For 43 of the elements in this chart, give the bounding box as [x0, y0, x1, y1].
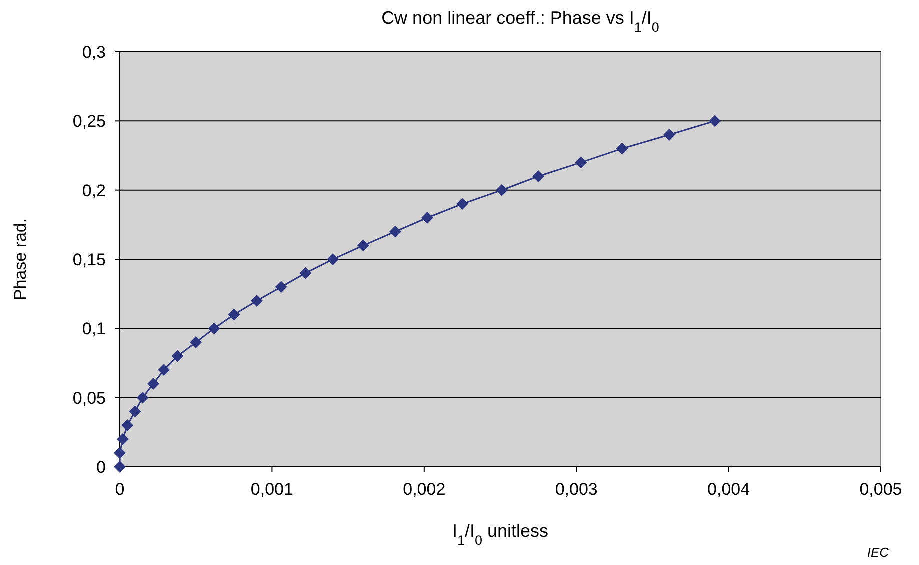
point — [228, 308, 240, 321]
x-tick-label: 0,005 — [860, 480, 902, 499]
point — [709, 115, 722, 128]
x-tick-label: 0,003 — [555, 480, 598, 499]
x-tick-label: 0,004 — [708, 480, 750, 499]
point — [190, 336, 202, 348]
y-tick-label: 0,25 — [72, 112, 106, 132]
y-tick-label: 0 — [96, 458, 106, 477]
point — [575, 156, 588, 169]
x-tick-label: 0 — [115, 480, 125, 499]
point — [136, 392, 149, 404]
y-tick-label: 0,05 — [72, 388, 106, 408]
y-tick-label: 0,15 — [72, 250, 106, 270]
point — [358, 240, 370, 252]
chart-title: Cw non linear coeff.: Phase vs I$_{1}$/I$_{0}$ — [382, 8, 660, 34]
point — [390, 226, 402, 238]
y-tick-label: 0,1 — [82, 320, 106, 339]
y-axis-title: Phase rad. — [11, 218, 30, 301]
text: IEC — [867, 545, 890, 560]
point — [664, 129, 676, 141]
point — [300, 267, 312, 280]
point — [114, 447, 126, 460]
point — [327, 254, 340, 266]
point — [208, 322, 220, 335]
point — [114, 461, 126, 473]
point — [275, 281, 288, 294]
x-tick-label: 0,001 — [250, 480, 294, 499]
point — [251, 295, 263, 307]
point — [158, 364, 170, 376]
y-tick-label: 0,3 — [82, 42, 106, 62]
point — [422, 212, 434, 224]
point — [117, 433, 129, 446]
point — [532, 170, 544, 182]
point — [496, 184, 508, 196]
point — [616, 142, 628, 155]
x-tick-label: 0,002 — [403, 480, 446, 499]
point — [172, 350, 184, 362]
x-axis-title: I$_{1}$/I$_{0}$ unitless — [452, 521, 549, 548]
point — [122, 420, 134, 432]
y-tick-label: 0,2 — [82, 181, 106, 200]
point — [456, 198, 468, 210]
point — [148, 378, 160, 390]
point — [129, 406, 142, 418]
